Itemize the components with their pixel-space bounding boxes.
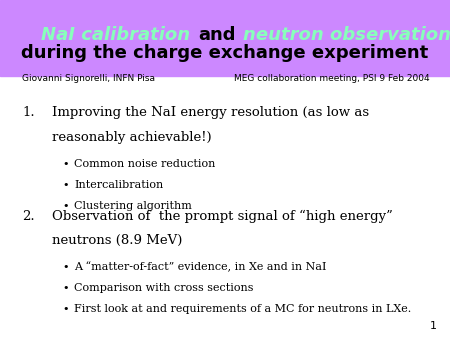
Text: neutron observation: neutron observation: [243, 26, 450, 45]
Text: Observation of  the prompt signal of “high energy”: Observation of the prompt signal of “hig…: [52, 210, 392, 223]
Text: and: and: [198, 26, 236, 45]
Text: A “matter-of-fact” evidence, in Xe and in NaI: A “matter-of-fact” evidence, in Xe and i…: [74, 262, 327, 272]
Text: Clustering algorithm: Clustering algorithm: [74, 201, 192, 211]
Text: •: •: [62, 304, 68, 314]
Text: NaI calibration: NaI calibration: [41, 26, 191, 45]
Text: 1: 1: [429, 321, 436, 331]
FancyBboxPatch shape: [0, 0, 450, 76]
Text: Giovanni Signorelli, INFN Pisa: Giovanni Signorelli, INFN Pisa: [22, 74, 156, 83]
Text: neutrons (8.9 MeV): neutrons (8.9 MeV): [52, 234, 182, 247]
Text: MEG collaboration meeting, PSI 9 Feb 2004: MEG collaboration meeting, PSI 9 Feb 200…: [234, 74, 430, 83]
Text: •: •: [62, 262, 68, 272]
Text: •: •: [62, 283, 68, 293]
Text: •: •: [62, 180, 68, 190]
Text: Comparison with cross sections: Comparison with cross sections: [74, 283, 254, 293]
Text: •: •: [62, 159, 68, 169]
Text: •: •: [62, 201, 68, 211]
Text: 2.: 2.: [22, 210, 35, 222]
Text: 1.: 1.: [22, 106, 35, 119]
Text: reasonably achievable!): reasonably achievable!): [52, 131, 212, 144]
Text: during the charge exchange experiment: during the charge exchange experiment: [22, 44, 428, 63]
Text: Improving the NaI energy resolution (as low as: Improving the NaI energy resolution (as …: [52, 106, 369, 119]
Text: Common noise reduction: Common noise reduction: [74, 159, 216, 169]
Text: Intercalibration: Intercalibration: [74, 180, 163, 190]
Text: First look at and requirements of a MC for neutrons in LXe.: First look at and requirements of a MC f…: [74, 304, 411, 314]
